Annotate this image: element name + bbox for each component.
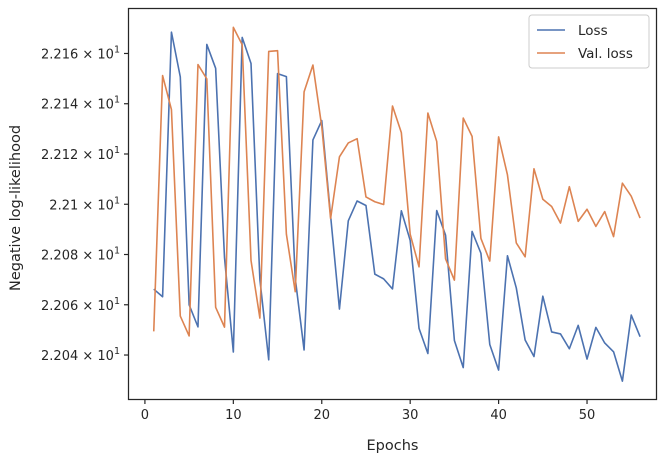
x-tick-label: 30 [402, 408, 419, 423]
series-line-val-loss [152, 26, 641, 337]
y-tick-label: 2.206 × 101 [41, 296, 120, 314]
series-layer [152, 26, 641, 382]
y-tick-label: 2.214 × 101 [41, 95, 120, 113]
plot-frame [127, 7, 658, 401]
y-tick-label: 2.204 × 101 [41, 346, 120, 364]
legend-label-val-loss: Val. loss [578, 46, 633, 62]
y-axis-label: Negative log-likelihood [8, 125, 24, 291]
x-tick-label: 0 [141, 408, 149, 423]
x-tick-label: 40 [490, 408, 507, 423]
x-tick-label: 20 [313, 408, 330, 423]
y-tick-label: 2.216 × 101 [41, 44, 120, 62]
series-line-loss [153, 31, 641, 382]
y-axis-ticks: 2.204 × 101 2.206 × 101 2.208 × 101 2.21 × … [41, 44, 129, 364]
legend: Loss Val. loss [528, 14, 650, 69]
y-tick-label: 2.21 × 101 [49, 195, 120, 213]
y-tick-label: 2.212 × 101 [41, 145, 120, 163]
x-axis-ticks: 0 10 20 30 40 50 [141, 399, 596, 423]
x-axis-label: Epochs [367, 438, 419, 454]
legend-box [528, 14, 650, 69]
x-tick-label: 50 [579, 408, 596, 423]
y-tick-label: 2.208 × 101 [41, 246, 120, 264]
x-tick-label: 10 [225, 408, 242, 423]
legend-label-loss: Loss [578, 23, 608, 39]
